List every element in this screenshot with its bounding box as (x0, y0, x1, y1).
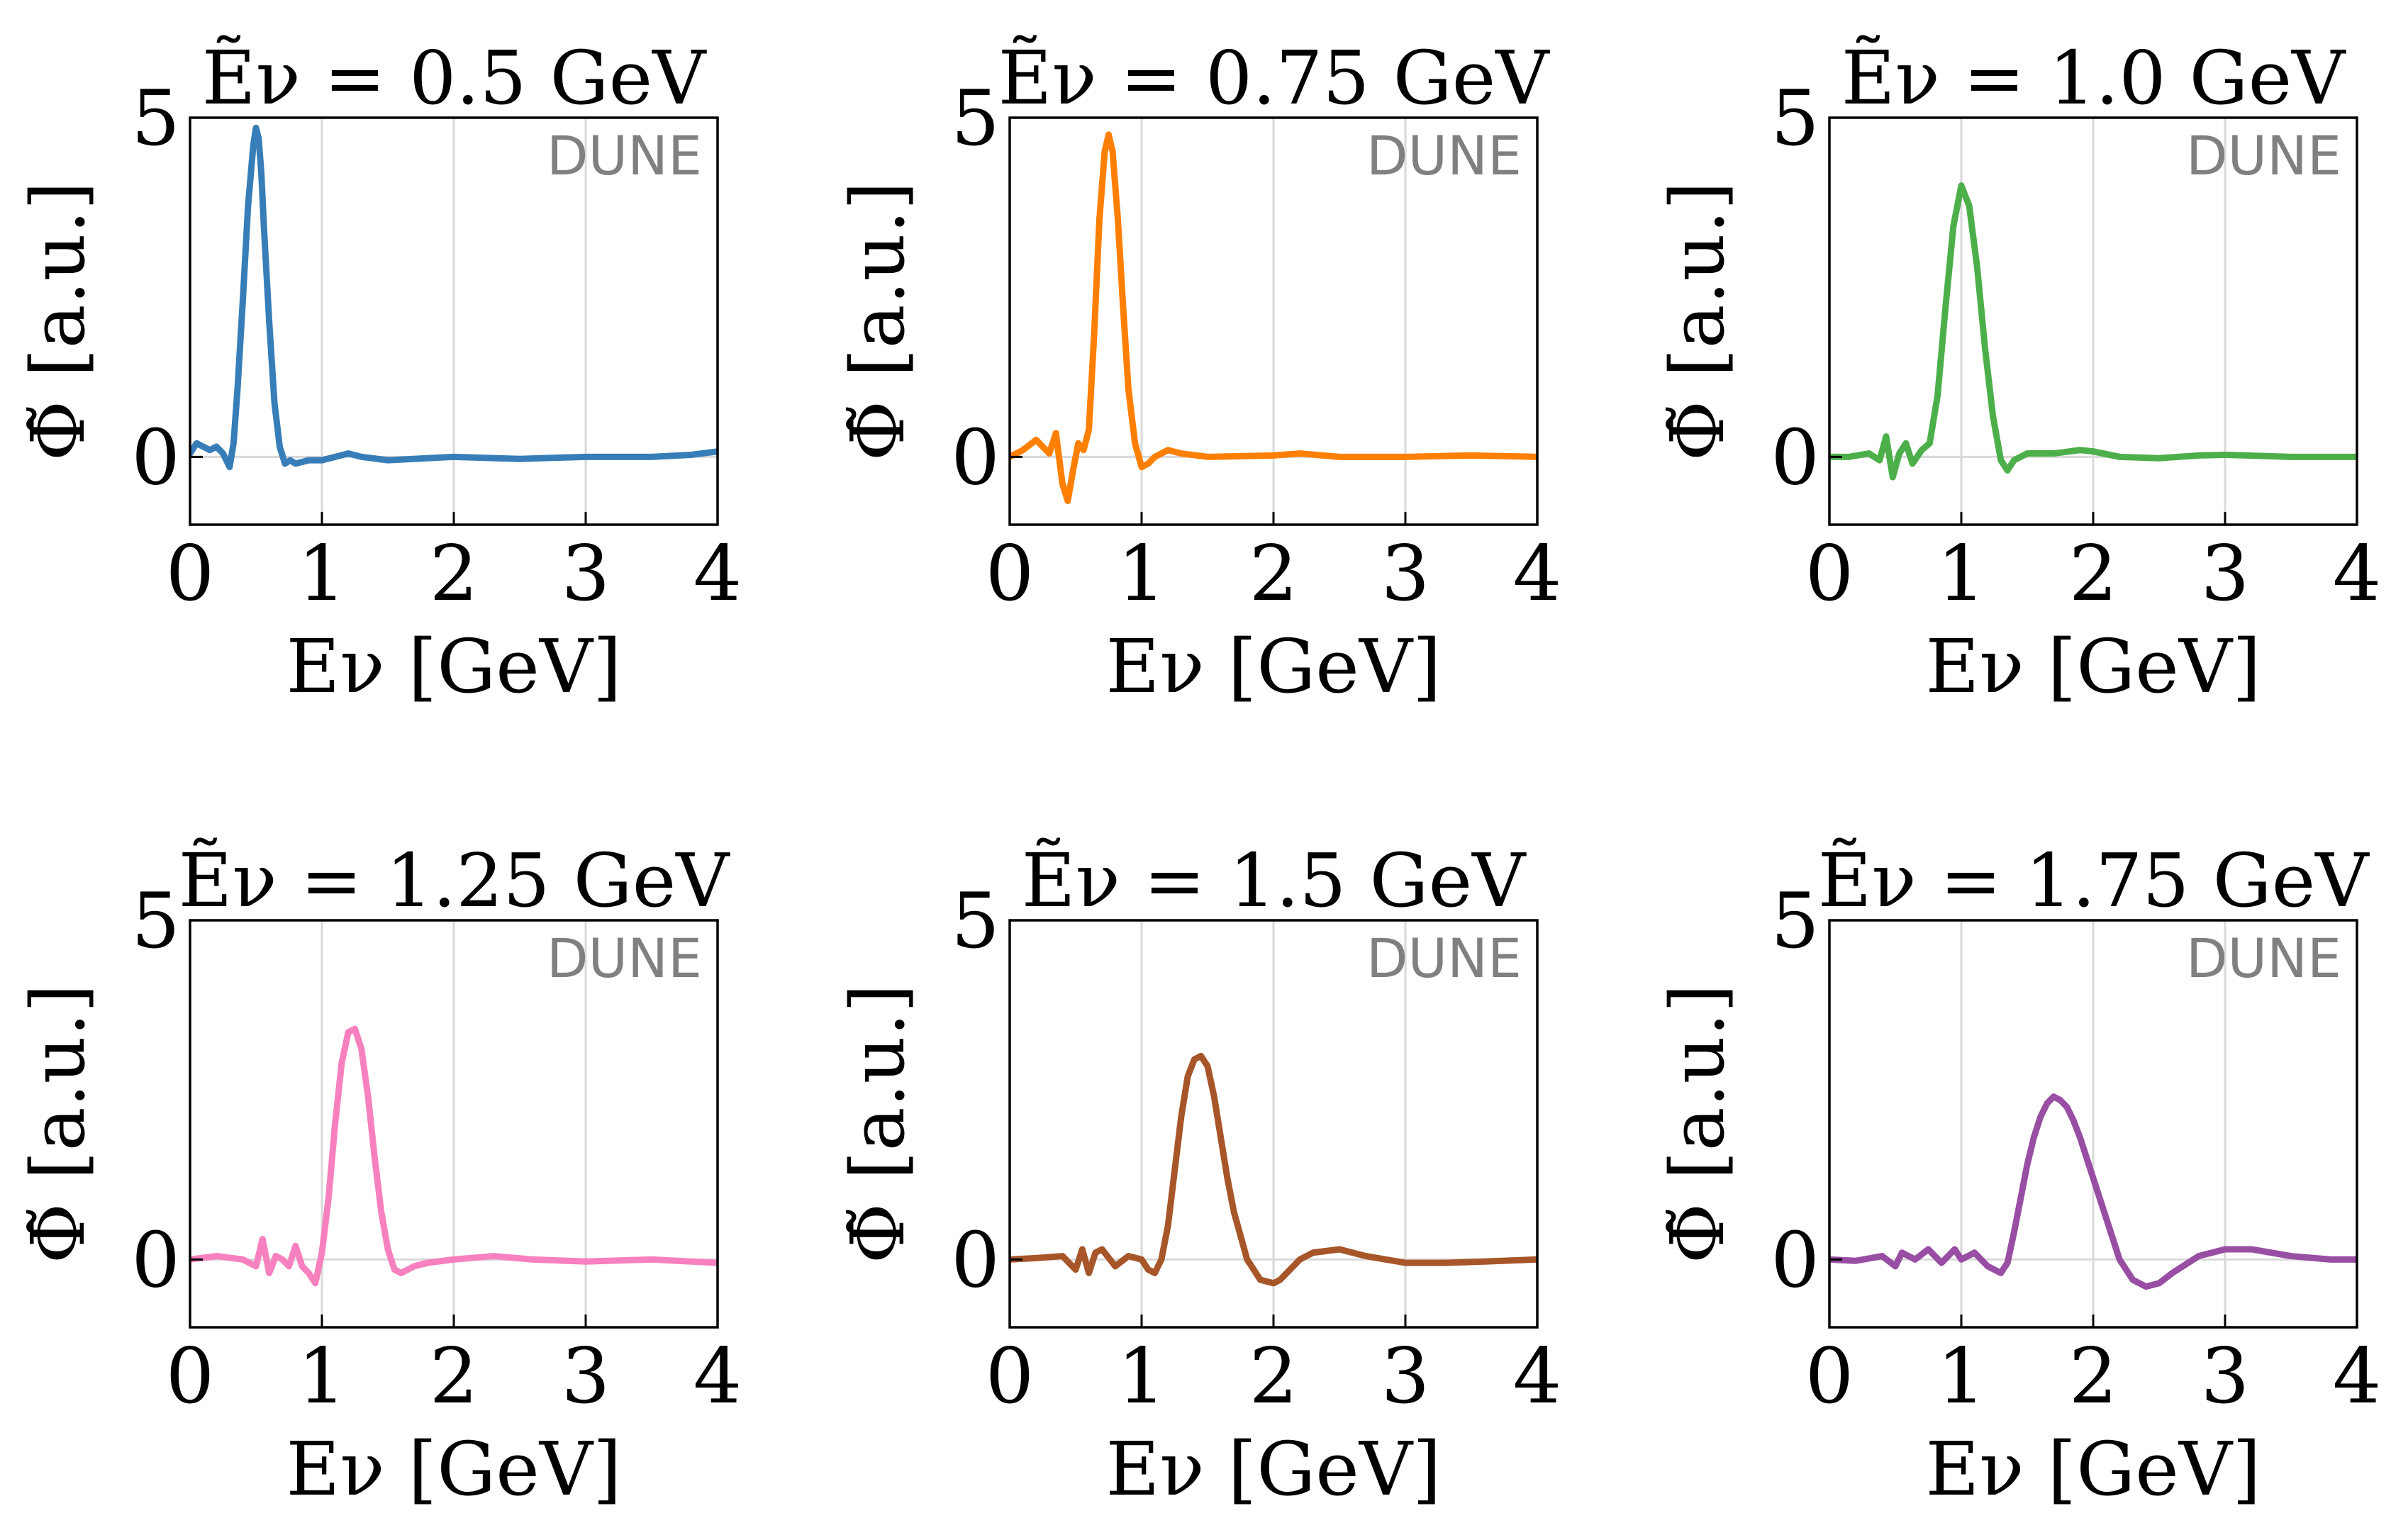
dune-watermark: DUNE (547, 927, 702, 990)
x-tick-label: 4 (1513, 1332, 1562, 1421)
y-tick-label: 0 (131, 1216, 180, 1305)
x-tick-label: 1 (1937, 1332, 1986, 1421)
x-axis-label: Eν [GeV] (286, 623, 621, 710)
x-tick-label: 0 (166, 530, 215, 618)
x-tick-label: 4 (2333, 530, 2382, 618)
x-tick-label: 0 (1805, 1332, 1854, 1421)
x-tick-label: 3 (1381, 530, 1430, 618)
x-axis-label: Eν [GeV] (1105, 1426, 1441, 1512)
series-line (1010, 131, 1537, 505)
x-tick-label: 2 (1249, 1332, 1298, 1421)
x-axis-label: Eν [GeV] (286, 1426, 621, 1512)
x-tick-label: 2 (430, 530, 479, 618)
dune-watermark: DUNE (1366, 927, 1522, 990)
x-tick-label: 4 (693, 1332, 742, 1421)
y-tick-label: 0 (1771, 1216, 1819, 1305)
x-tick-label: 2 (1249, 530, 1298, 618)
dune-watermark: DUNE (2186, 124, 2341, 187)
y-tick-label: 0 (131, 413, 180, 502)
y-axis-label: Φ̃ [a.u.] (835, 984, 921, 1264)
panel-title: Ẽν = 1.5 GeV (1022, 837, 1527, 924)
x-tick-label: 1 (298, 530, 347, 618)
x-tick-label: 0 (986, 530, 1035, 618)
dune-watermark: DUNE (547, 124, 702, 187)
panel-title: Ẽν = 1.75 GeV (1818, 837, 2370, 924)
y-tick-label: 5 (951, 74, 1000, 163)
y-axis-label: Φ̃ [a.u.] (15, 182, 101, 462)
x-axis-label: Eν [GeV] (1925, 1426, 2261, 1512)
series-line (190, 124, 718, 471)
series-line (190, 1025, 718, 1287)
x-tick-label: 3 (2201, 1332, 2250, 1421)
x-tick-label: 4 (693, 530, 742, 618)
y-tick-label: 5 (1771, 74, 1819, 163)
dune-watermark: DUNE (1366, 124, 1522, 187)
x-tick-label: 1 (1118, 1332, 1166, 1421)
x-tick-label: 4 (2333, 1332, 2382, 1421)
panel-title: Ẽν = 1.0 GeV (1841, 35, 2346, 121)
y-tick-label: 5 (131, 877, 180, 966)
x-tick-label: 3 (562, 1332, 611, 1421)
y-tick-label: 5 (951, 877, 1000, 966)
y-axis-label: Φ̃ [a.u.] (1654, 984, 1741, 1264)
y-tick-label: 0 (1771, 413, 1819, 502)
y-axis-label: Φ̃ [a.u.] (835, 182, 921, 462)
y-tick-label: 5 (131, 74, 180, 163)
series-line (1829, 1093, 2357, 1290)
x-tick-label: 1 (1937, 530, 1986, 618)
x-tick-label: 0 (1805, 530, 1854, 618)
panel-title: Ẽν = 0.75 GeV (998, 35, 1551, 121)
panel-title: Ẽν = 1.25 GeV (179, 837, 731, 924)
x-axis-label: Eν [GeV] (1925, 623, 2261, 710)
y-tick-label: 0 (951, 1216, 1000, 1305)
x-tick-label: 3 (1381, 1332, 1430, 1421)
x-axis-label: Eν [GeV] (1105, 623, 1441, 710)
x-tick-label: 2 (430, 1332, 479, 1421)
x-tick-label: 0 (166, 1332, 215, 1421)
y-tick-label: 0 (951, 413, 1000, 502)
x-tick-label: 2 (2069, 530, 2118, 618)
x-tick-label: 4 (1513, 530, 1562, 618)
x-tick-label: 3 (2201, 530, 2250, 618)
series-line (1829, 182, 2357, 481)
series-line (1010, 1052, 1537, 1287)
x-tick-label: 0 (986, 1332, 1035, 1421)
dune-watermark: DUNE (2186, 927, 2341, 990)
x-tick-label: 3 (562, 530, 611, 618)
y-axis-label: Φ̃ [a.u.] (15, 984, 101, 1264)
y-axis-label: Φ̃ [a.u.] (1654, 182, 1741, 462)
x-tick-label: 1 (298, 1332, 347, 1421)
x-tick-label: 2 (2069, 1332, 2118, 1421)
x-tick-label: 1 (1118, 530, 1166, 618)
panel-title: Ẽν = 0.5 GeV (202, 35, 707, 121)
y-tick-label: 5 (1771, 877, 1819, 966)
